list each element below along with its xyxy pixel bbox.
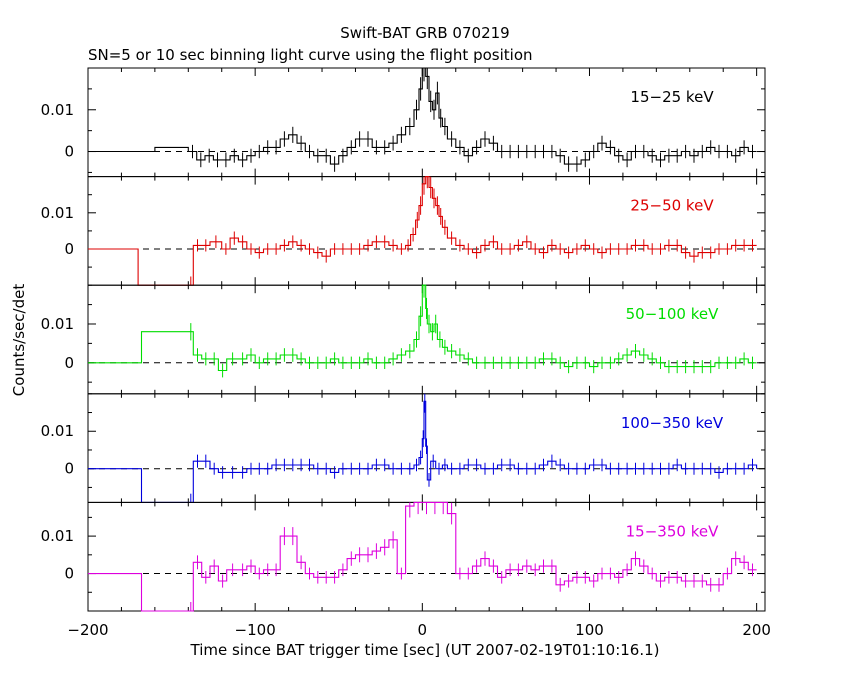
x-axis-label: Time since BAT trigger time [sec] (UT 20… bbox=[190, 641, 660, 659]
panel-4: 0 0.01 15−350 keV bbox=[41, 501, 766, 612]
y-tick-label: 0 bbox=[64, 565, 74, 583]
panels-group: 0 0.01 15−25 keV 0 0.01 25−50 keV 0 0.01 50−100 … bbox=[41, 67, 771, 639]
x-tick-label: 200 bbox=[742, 621, 771, 639]
panel-energy-label: 100−350 keV bbox=[621, 414, 724, 432]
x-tick-label: −100 bbox=[235, 621, 276, 639]
chart-title: Swift-BAT GRB 070219 bbox=[340, 24, 509, 42]
panel-energy-label: 25−50 keV bbox=[630, 197, 714, 215]
y-tick-label: 0 bbox=[64, 354, 74, 372]
y-tick-label: 0 bbox=[64, 240, 74, 258]
chart-subtitle: SN=5 or 10 sec binning light curve using… bbox=[88, 46, 533, 64]
panel-0: 0 0.01 15−25 keV bbox=[41, 67, 766, 178]
x-tick-label: 0 bbox=[418, 621, 428, 639]
x-tick-label: −200 bbox=[67, 621, 108, 639]
y-tick-label: 0.01 bbox=[41, 204, 74, 222]
panel-frame bbox=[87, 501, 766, 612]
panel-energy-label: 50−100 keV bbox=[626, 305, 719, 323]
y-tick-label: 0 bbox=[64, 460, 74, 478]
y-tick-label: 0 bbox=[64, 143, 74, 161]
series-line bbox=[88, 176, 757, 286]
panel-energy-label: 15−350 keV bbox=[626, 522, 719, 540]
panel-1: 0 0.01 25−50 keV bbox=[41, 176, 766, 286]
panel-energy-label: 15−25 keV bbox=[630, 88, 714, 106]
panel-frame bbox=[87, 176, 766, 286]
y-tick-label: 0.01 bbox=[41, 422, 74, 440]
panel-3: 0 0.01 100−350 keV bbox=[41, 393, 766, 503]
y-tick-label: 0.01 bbox=[41, 527, 74, 545]
x-tick-label: 100 bbox=[575, 621, 604, 639]
y-tick-label: 0.01 bbox=[41, 101, 74, 119]
panel-2: 0 0.01 50−100 keV bbox=[41, 284, 766, 395]
series-line bbox=[88, 67, 757, 165]
y-axis-label: Counts/sec/det bbox=[10, 284, 28, 397]
series-line bbox=[88, 501, 757, 612]
y-tick-label: 0.01 bbox=[41, 315, 74, 333]
series-line bbox=[88, 284, 757, 372]
